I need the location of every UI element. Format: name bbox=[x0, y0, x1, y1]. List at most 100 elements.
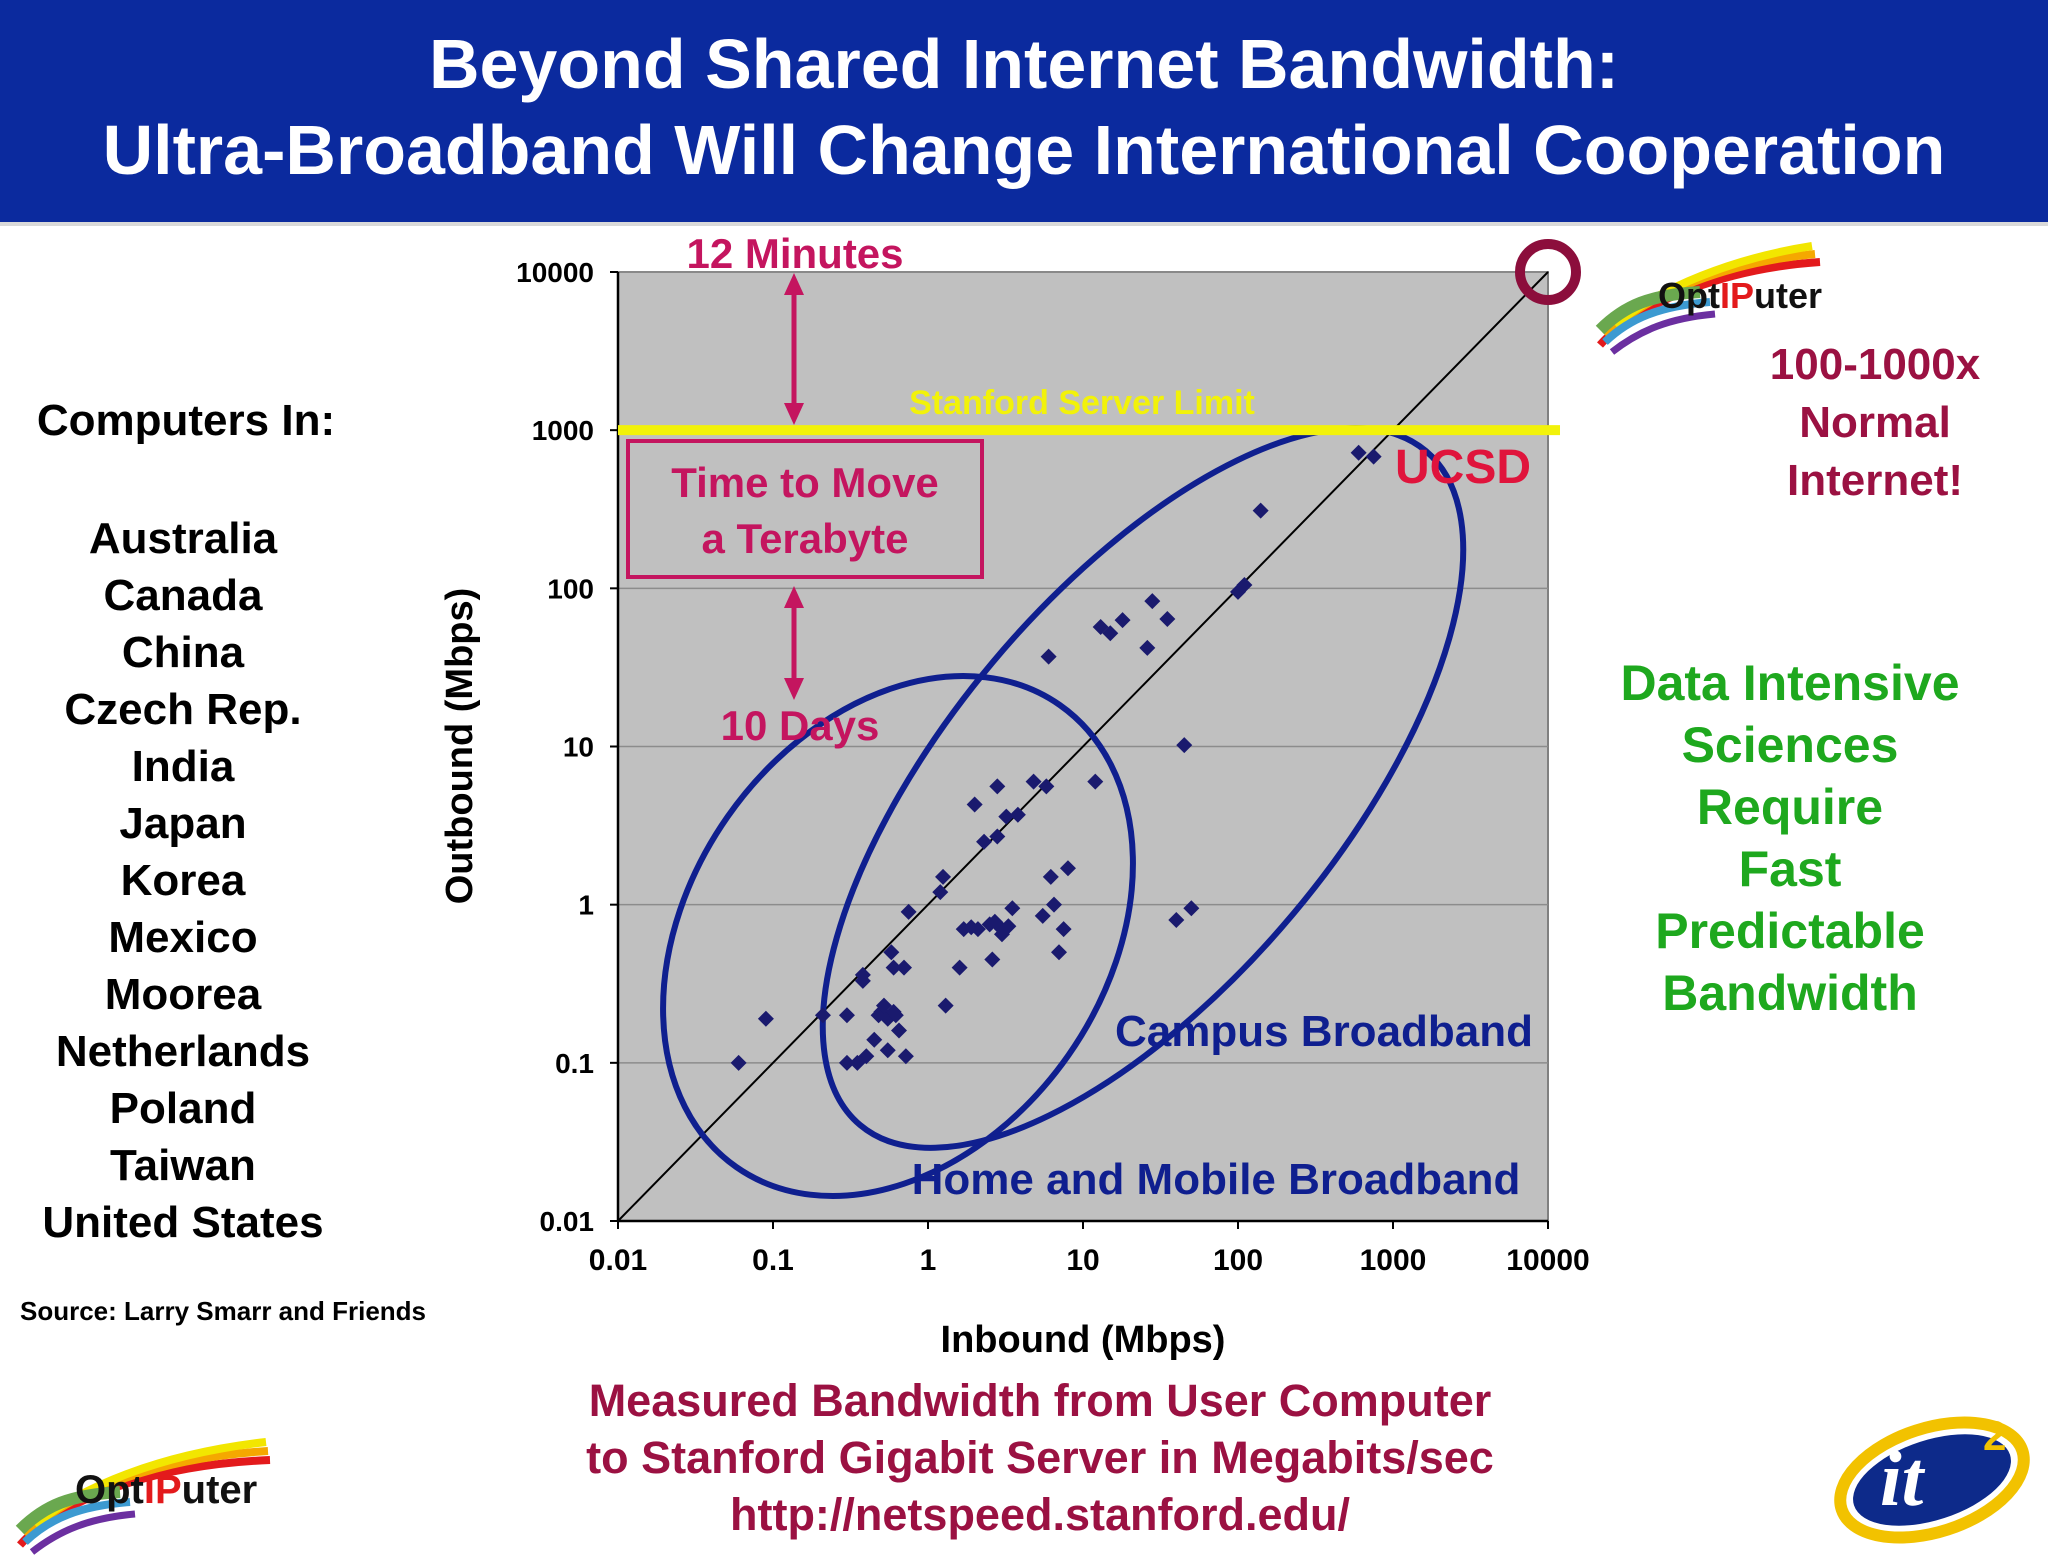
country-item: Netherlands bbox=[55, 1027, 311, 1076]
data-point bbox=[1004, 900, 1021, 917]
data-point bbox=[1176, 737, 1193, 754]
country-list: Australia Canada China Czech Rep. India Japan… bbox=[0, 510, 366, 1251]
terabyte-box bbox=[626, 439, 984, 579]
upper-arrow-head-up bbox=[784, 273, 804, 295]
country-item: Mexico bbox=[108, 913, 258, 962]
y-tick-label: 0.1 bbox=[555, 1048, 594, 1079]
country-item: Czech Rep. bbox=[64, 685, 302, 734]
multiplier-line: Internet! bbox=[1787, 456, 1963, 505]
home-broadband-label: Home and Mobile Broadband bbox=[912, 1155, 1521, 1204]
computers-heading: Computers In: bbox=[36, 396, 336, 445]
data-point bbox=[854, 972, 871, 989]
data-point bbox=[885, 959, 902, 976]
logo-bottom-part-a: Opt bbox=[75, 1468, 144, 1512]
y-tick-label: 100 bbox=[547, 573, 594, 604]
country-item: Taiwan bbox=[110, 1141, 256, 1190]
multiplier-line: Normal bbox=[1799, 398, 1951, 447]
country-item: China bbox=[121, 628, 245, 677]
country-item: India bbox=[131, 742, 235, 791]
optiputer-logo-top: OptIPuter bbox=[1595, 242, 1822, 355]
x-axis-label: Inbound (Mbps) bbox=[941, 1319, 1226, 1361]
upper-arrow-head-down bbox=[784, 403, 804, 425]
y-tick-label: 1000 bbox=[532, 415, 594, 446]
data-point bbox=[838, 1054, 855, 1071]
x-tick-label: 100 bbox=[1213, 1244, 1263, 1277]
data-point bbox=[966, 796, 983, 813]
data-point bbox=[838, 1007, 855, 1024]
terabyte-box-line-2: a Terabyte bbox=[702, 515, 909, 562]
data-point bbox=[1059, 860, 1076, 877]
it2-logo-text: it bbox=[1880, 1435, 1926, 1522]
requirement-line: Bandwidth bbox=[1662, 965, 1918, 1021]
logo-top-part-c: uter bbox=[1754, 275, 1822, 316]
lower-arrow-head-up bbox=[784, 586, 804, 608]
data-point bbox=[1038, 778, 1055, 795]
multiplier-line: 100-1000x bbox=[1769, 340, 1981, 389]
requirement-line: Predictable bbox=[1655, 903, 1925, 959]
data-point bbox=[1055, 921, 1072, 938]
data-point bbox=[1350, 444, 1367, 461]
data-point bbox=[866, 1031, 883, 1048]
country-item: Japan bbox=[119, 799, 247, 848]
data-point bbox=[1159, 610, 1176, 627]
data-point bbox=[895, 959, 912, 976]
multiplier-text: 100-1000x Normal Internet! bbox=[1720, 336, 2030, 510]
y-tick-label: 10000 bbox=[516, 257, 594, 288]
data-point bbox=[937, 997, 954, 1014]
caption-line: to Stanford Gigabit Server in Megabits/s… bbox=[586, 1432, 1494, 1483]
target-circle bbox=[1515, 239, 1581, 305]
data-point bbox=[1144, 593, 1161, 610]
campus-ellipse bbox=[819, 425, 1467, 1151]
country-item: Moorea bbox=[104, 970, 262, 1019]
logo-top-part-b: IP bbox=[1720, 275, 1754, 316]
x-tick-label: 0.1 bbox=[752, 1244, 794, 1277]
data-point bbox=[1042, 868, 1059, 885]
data-point bbox=[1050, 944, 1067, 961]
requirement-line: Sciences bbox=[1681, 717, 1899, 773]
data-point bbox=[1139, 639, 1156, 656]
x-tick-label: 10 bbox=[1066, 1244, 1099, 1277]
y-tick-label: 1 bbox=[578, 890, 594, 921]
data-point bbox=[989, 828, 1006, 845]
data-point bbox=[897, 1048, 914, 1065]
y-axis-label: Outbound (Mbps) bbox=[439, 588, 481, 905]
bottom-time-label: 10 Days bbox=[721, 702, 880, 749]
y-tick-label: 0.01 bbox=[540, 1206, 595, 1237]
data-point bbox=[891, 1022, 908, 1039]
server-limit-label: Stanford Server Limit bbox=[909, 384, 1255, 422]
data-point bbox=[883, 944, 900, 961]
data-point bbox=[879, 1042, 896, 1059]
title-banner: Beyond Shared Internet Bandwidth: Ultra-… bbox=[0, 0, 2048, 226]
requirement-text: Data Intensive Sciences Require Fast Predict… bbox=[1560, 652, 2020, 1024]
it2-logo: it 2 bbox=[1834, 1412, 2030, 1544]
caption-line: http://netspeed.stanford.edu/ bbox=[729, 1489, 1350, 1540]
requirement-line: Data Intensive bbox=[1620, 655, 1960, 711]
bandwidth-chart: 0.01 0.1 1 10 100 1000 10000 0.01 0.1 1 10 100 1000 1… bbox=[15, 230, 2030, 1555]
data-point bbox=[814, 1007, 831, 1024]
logo-bottom-part-c: uter bbox=[182, 1468, 258, 1512]
svg-text:OptIPuter: OptIPuter bbox=[1658, 275, 1822, 316]
data-point bbox=[969, 921, 986, 938]
country-item: Canada bbox=[103, 571, 263, 620]
svg-text:OptIPuter: OptIPuter bbox=[75, 1468, 257, 1512]
data-point bbox=[1046, 896, 1063, 913]
data-point bbox=[1168, 911, 1185, 928]
x-tick-label: 0.01 bbox=[589, 1244, 647, 1277]
data-point bbox=[935, 868, 952, 885]
top-time-label: 12 Minutes bbox=[686, 230, 903, 277]
data-point bbox=[1087, 773, 1104, 790]
country-item: Poland bbox=[109, 1084, 257, 1133]
data-point bbox=[887, 1007, 904, 1024]
data-point bbox=[1040, 648, 1057, 665]
data-point bbox=[976, 833, 993, 850]
data-point bbox=[1000, 918, 1017, 935]
data-point bbox=[1236, 576, 1253, 593]
slide-title-line-2: Ultra-Broadband Will Change Internationa… bbox=[102, 111, 1946, 189]
data-point bbox=[984, 951, 1001, 968]
terabyte-box-line-1: Time to Move bbox=[671, 459, 939, 506]
data-point bbox=[998, 808, 1015, 825]
data-point bbox=[932, 884, 949, 901]
country-item: Australia bbox=[88, 514, 278, 563]
data-point bbox=[1365, 448, 1382, 465]
campus-broadband-label: Campus Broadband bbox=[1115, 1007, 1533, 1056]
